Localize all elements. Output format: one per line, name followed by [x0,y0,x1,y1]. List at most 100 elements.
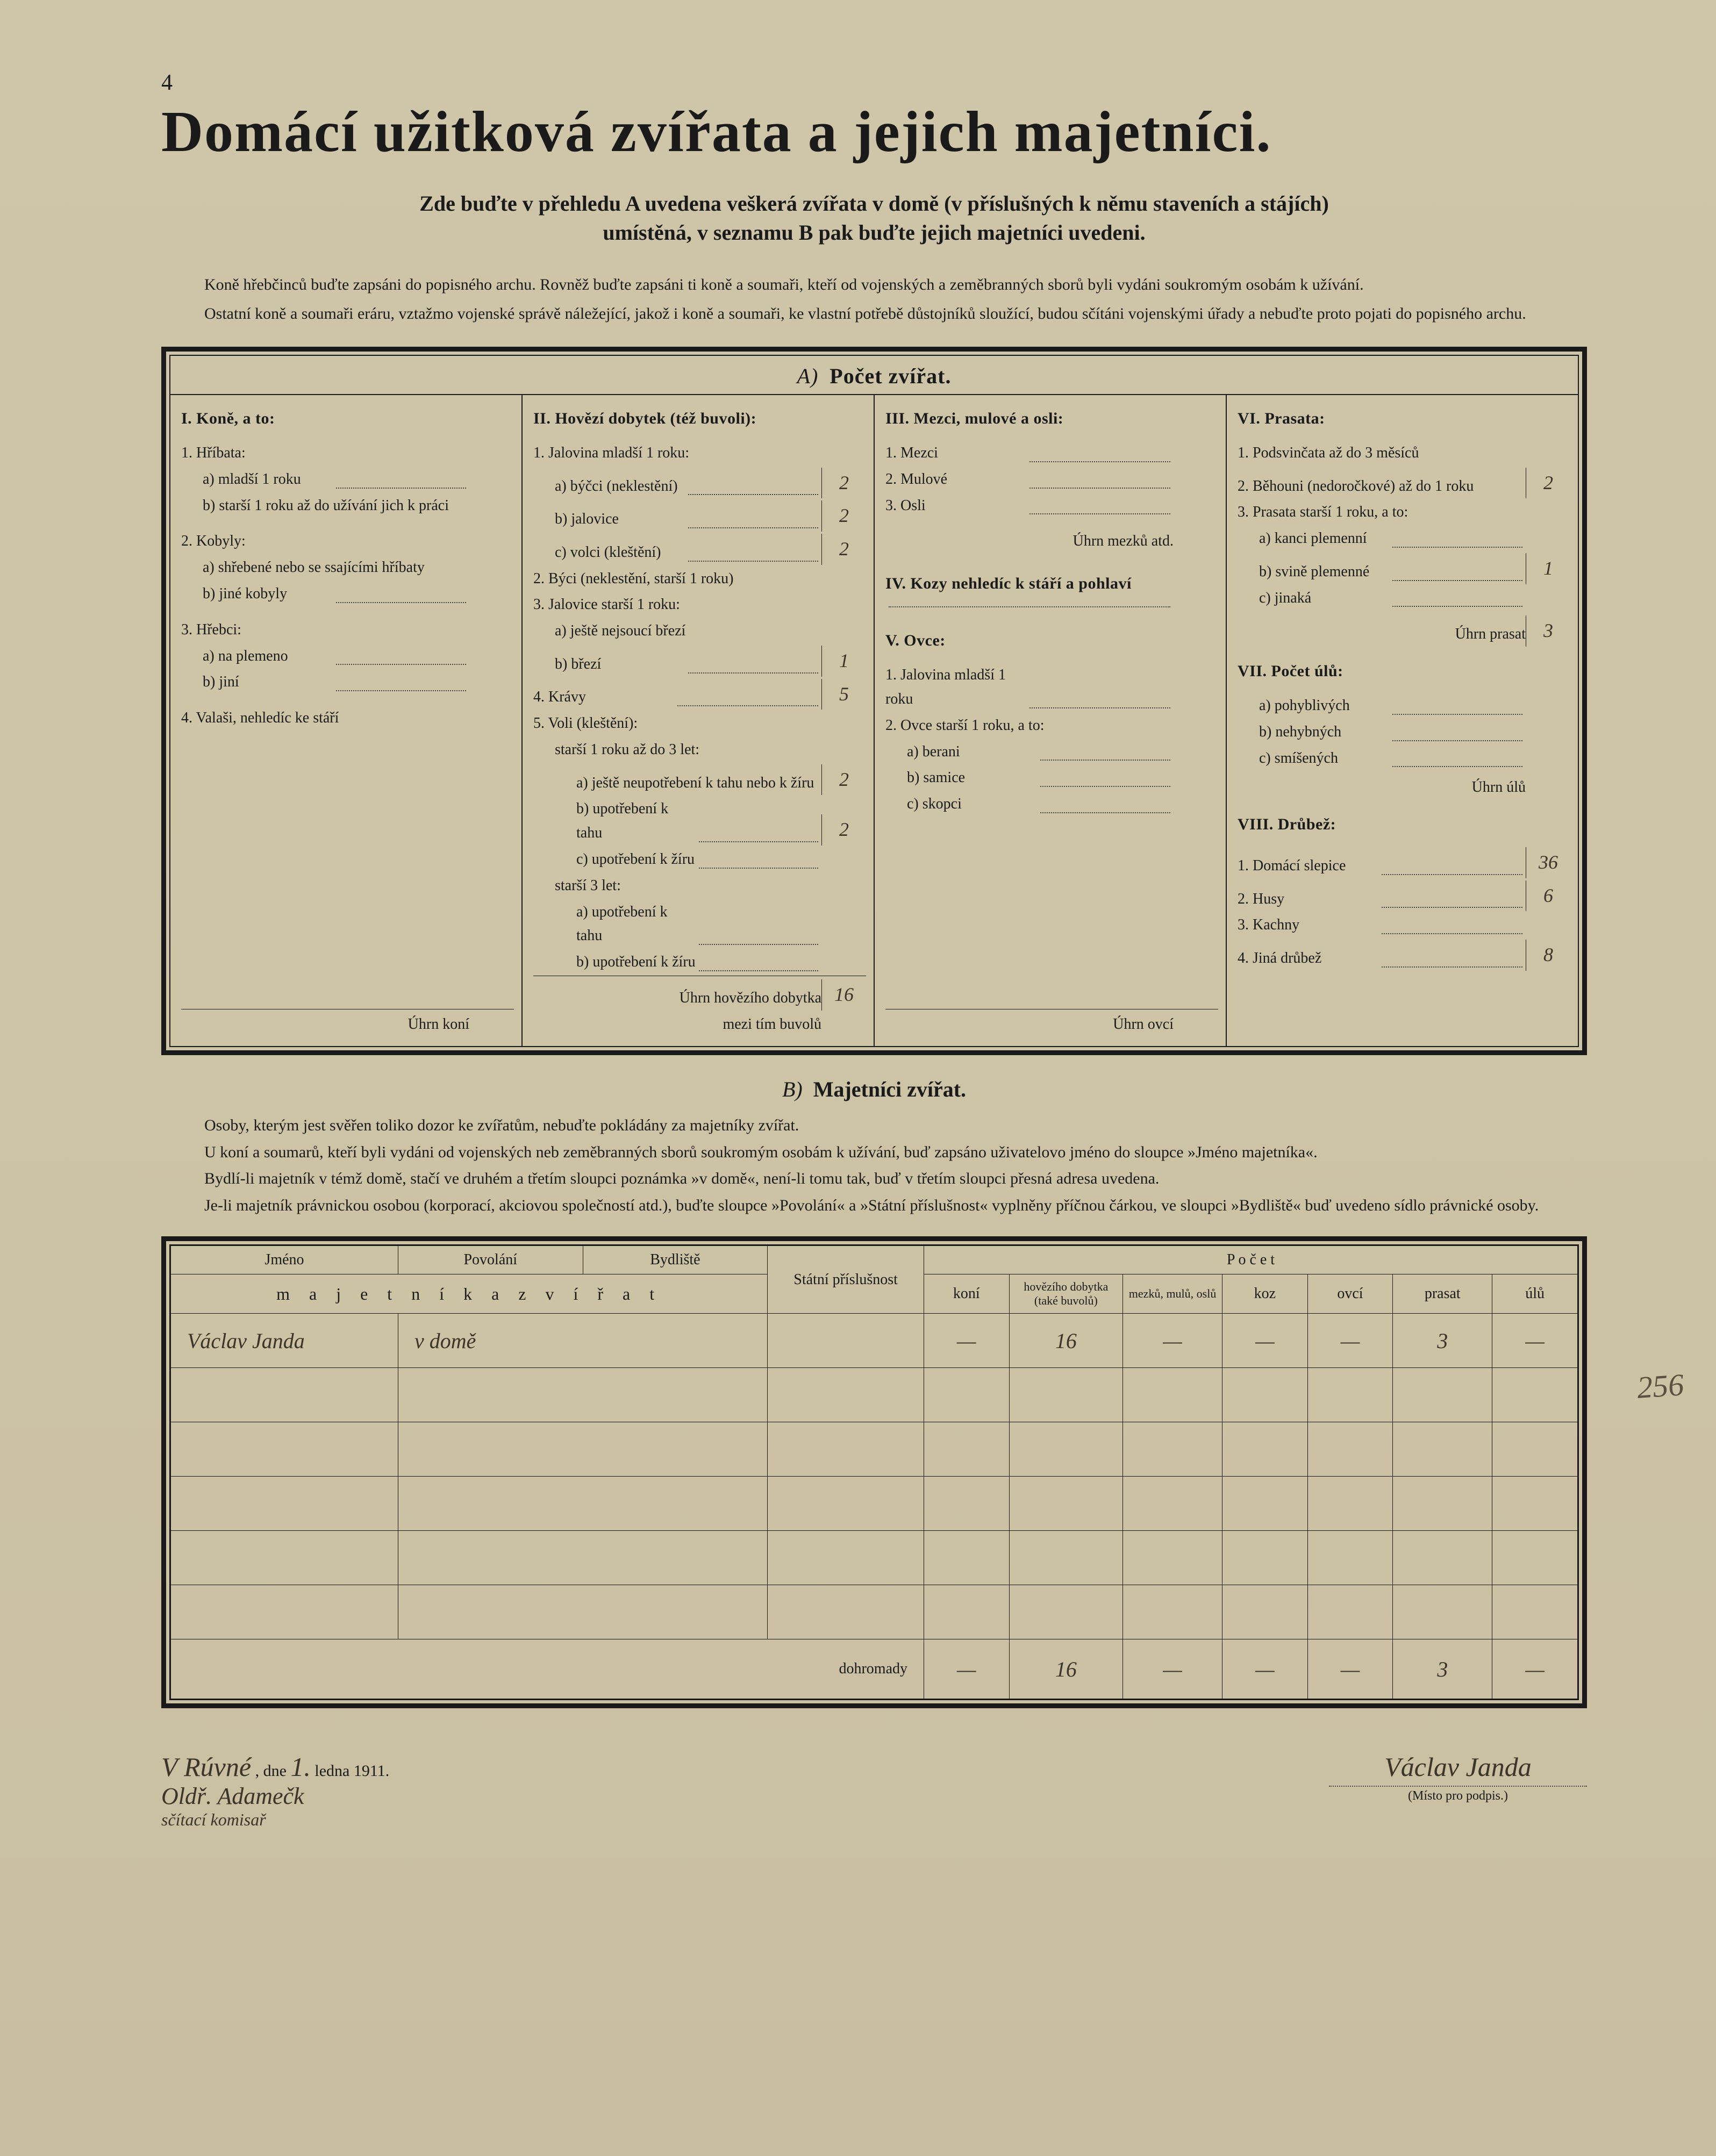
col3-sum3: Úhrn mezků atd. [885,529,1174,554]
th-mez: mezků, mulů, oslů [1123,1274,1222,1314]
col4-head: VI. Prasata: [1238,406,1570,432]
col4-head8: VIII. Drůbež: [1238,812,1570,837]
tot-hov: 16 [1009,1639,1122,1699]
col2-r1c: c) volci (kleštění) [555,541,685,565]
col1-r4: 4. Valaši, nehledíc ke stáří [181,706,469,730]
col2-r5e: b) upotřebení k žíru [576,950,696,975]
col4-r8-4: 4. Jiná drůbež [1238,947,1378,971]
margin-note: 256 [1636,1366,1685,1406]
col1-r3: 3. Hřebci: [181,618,514,642]
tot-ovci: — [1307,1639,1393,1699]
footer-revisor-role: sčítací komisař [161,1810,266,1829]
col4-r7a: a) pohyblivých [1259,694,1389,718]
row1-ulu: — [1492,1314,1578,1368]
col3-r2: 2. Mulové [885,468,1026,492]
column-prasata-uly-drubez: VI. Prasata: 1. Podsvinčata až do 3 měsí… [1227,395,1578,1046]
footer-place: V Rúvné [161,1752,251,1782]
owners-table: Jméno Povolání Bydliště Státní příslušno… [170,1245,1578,1699]
col2-r5s1: starší 1 roku až do 3 let: [555,738,866,762]
signature-caption: (Místo pro podpis.) [1329,1789,1587,1803]
signature-line [1329,1786,1587,1787]
col3-r5a: a) berani [907,740,1037,764]
footer: V Rúvné , dne 1. ledna 1911. Oldř. Adame… [161,1751,1587,1830]
intro-paragraph-2: Ostatní koně a soumaři eráru, vztažmo vo… [161,302,1587,326]
column-mezci-kozy-ovce: III. Mezci, mulové a osli: 1. Mezci 2. M… [875,395,1227,1046]
col2-r3b: b) březí [555,653,685,677]
col2-sum1: Úhrn hovězího dobytka [533,986,821,1011]
row1-prasat: 3 [1393,1314,1492,1368]
col2-r5a-val: 2 [821,764,866,796]
row1-name: Václav Janda [171,1314,398,1368]
subtitle: Zde buďte v přehledu A uvedena veškerá z… [161,189,1587,247]
col2-r5a: a) ještě neupotřebení k tahu nebo k žíru [576,771,821,796]
col2-r3a: a) ještě nejsoucí březí [555,619,821,643]
section-b-p4: Je-li majetník právnickou osobou (korpor… [161,1194,1587,1217]
col1-r2a: a) shřebené nebo se ssajícími hříbaty [203,556,469,580]
row1-koz: — [1222,1314,1308,1368]
col4-sum6-val: 3 [1526,615,1570,647]
col4-r3: 3. Prasata starší 1 roku, a to: [1238,500,1570,525]
col4-r8-2-val: 6 [1526,880,1570,912]
page-number: 4 [161,70,1587,96]
col2-r1a-val: 2 [821,468,866,499]
th-jmeno: Jméno [171,1246,398,1274]
col2-r1b: b) jalovice [555,507,685,532]
col3-r1: 1. Mezci [885,441,1026,465]
col4-sum6: Úhrn prasat [1238,622,1526,647]
col1-r2b: b) jiné kobyly [203,582,333,606]
section-a-letter: A) [797,364,819,388]
col2-sum-val: 16 [821,979,866,1011]
section-a-title-text: Počet zvířat. [830,364,951,388]
col4-r8-2: 2. Husy [1238,887,1378,912]
col3-head5: V. Ovce: [885,628,1218,654]
col4-r1: 1. Podsvinčata až do 3 měsíců [1238,441,1526,465]
col4-r8-1: 1. Domácí slepice [1238,854,1378,878]
col4-r7c: c) smíšených [1259,747,1389,771]
row1-ovci: — [1307,1314,1393,1368]
th-povolani: Povolání [398,1246,583,1274]
col3-r3: 3. Osli [885,494,1026,518]
col3-head: III. Mezci, mulové a osli: [885,406,1218,432]
col4-r2: 2. Běhouni (nedoročkové) až do 1 roku [1238,475,1526,499]
col4-head7: VII. Počet úlů: [1238,658,1570,684]
col2-r3: 3. Jalovice starší 1 roku: [533,593,866,617]
col2-r3b-val: 1 [821,646,866,677]
footer-signature: Václav Janda [1329,1751,1587,1782]
section-a-frame: A) Počet zvířat. I. Koně, a to: 1. Hříba… [161,347,1587,1055]
tot-mez: — [1123,1639,1222,1699]
table-row: Václav Janda v domě — 16 — — — 3 — [171,1314,1578,1368]
col2-r5s2: starší 3 let: [555,874,866,898]
col2-r1a: a) býčci (neklestění) [555,475,685,499]
page-title: Domácí užitková zvířata a jejich majetní… [161,99,1587,166]
section-b-title-text: Majetníci zvířat. [813,1077,966,1101]
owners-table-frame: Jméno Povolání Bydliště Státní příslušno… [161,1236,1587,1708]
th-hov: hovězího dobytka (také buvolů) [1009,1274,1122,1314]
col2-r5b-val: 2 [821,814,866,846]
col3-r5b: b) samice [907,766,1037,790]
col2-r1c-val: 2 [821,534,866,565]
footer-date-rest: ledna 1911. [314,1762,389,1780]
col2-r5d: a) upotřebení k tahu [576,900,696,949]
th-ovci: ovcí [1307,1274,1393,1314]
th-stat: Státní příslušnost [768,1246,924,1314]
th-koz: koz [1222,1274,1308,1314]
row1-pov: v domě [398,1314,767,1368]
section-b-heading: B) Majetníci zvířat. [161,1077,1587,1102]
col4-r3b-val: 1 [1526,553,1570,584]
col2-r4: 4. Krávy [533,685,674,710]
tot-koni: — [924,1639,1010,1699]
col2-r5b: b) upotřebení k tahu [576,797,696,846]
th-majetnika: m a j e t n í k a z v í ř a t [171,1274,768,1314]
col1-sum: Úhrn koní [181,1013,469,1037]
col3-r5c: c) skopci [907,792,1037,816]
th-pocet: P o č e t [924,1246,1578,1274]
footer-left: V Rúvné , dne 1. ledna 1911. Oldř. Adame… [161,1751,389,1830]
col2-r4-val: 5 [821,679,866,710]
col3-r5-2: 2. Ovce starší 1 roku, a to: [885,714,1218,738]
footer-revisor: Oldř. Adamečk [161,1783,304,1809]
footer-date-pre: , dne [255,1762,287,1780]
table-row-totals: dohromady — 16 — — — 3 — [171,1639,1578,1699]
row1-stat [768,1314,924,1368]
col1-r3a: a) na plemeno [203,644,333,669]
col4-r8-4-val: 8 [1526,940,1570,971]
